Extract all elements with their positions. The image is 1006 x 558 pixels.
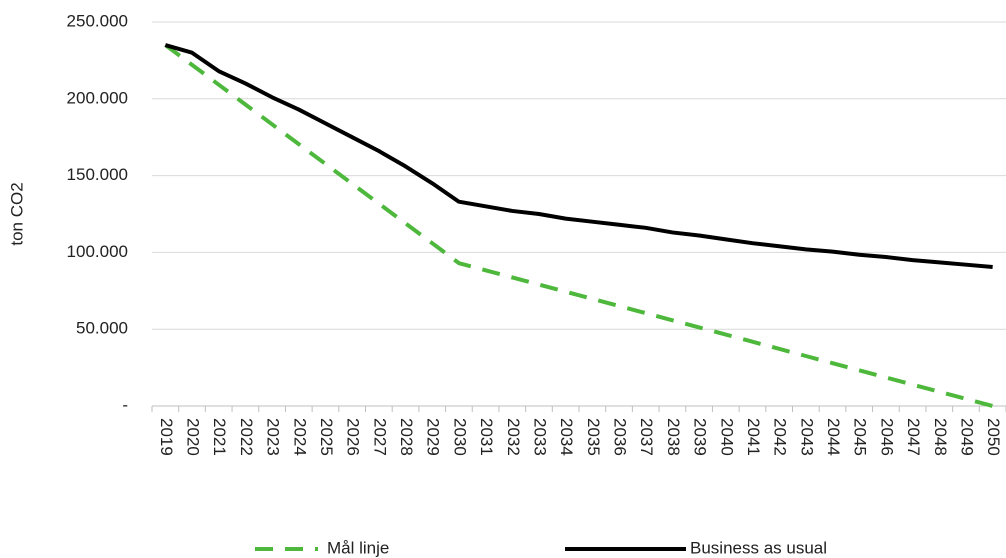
- x-tick-label: 2044: [824, 418, 843, 456]
- y-tick-label: 50.000: [76, 319, 128, 338]
- x-tick-label: 2022: [237, 418, 256, 456]
- x-tick-label: 2029: [424, 418, 443, 456]
- legend-label: Business as usual: [690, 538, 827, 557]
- x-tick-label: 2024: [290, 418, 309, 456]
- x-tick-label: 2031: [477, 418, 496, 456]
- x-tick-label: 2023: [264, 418, 283, 456]
- x-tick-label: 2042: [771, 418, 790, 456]
- x-tick-label: 2043: [797, 418, 816, 456]
- x-tick-label: 2020: [184, 418, 203, 456]
- y-axis-title: ton CO2: [7, 182, 26, 245]
- legend-label: Mål linje: [327, 538, 389, 557]
- x-tick-label: 2028: [397, 418, 416, 456]
- x-tick-label: 2021: [210, 418, 229, 456]
- y-tick-label: -: [122, 395, 128, 414]
- x-tick-label: 2050: [984, 418, 1003, 456]
- y-tick-label: 150.000: [67, 165, 128, 184]
- x-tick-label: 2041: [744, 418, 763, 456]
- x-tick-label: 2030: [450, 418, 469, 456]
- x-tick-label: 2046: [877, 418, 896, 456]
- x-tick-label: 2037: [637, 418, 656, 456]
- x-tick-label: 2032: [504, 418, 523, 456]
- x-tick-label: 2038: [664, 418, 683, 456]
- x-tick-label: 2045: [851, 418, 870, 456]
- x-tick-label: 2026: [344, 418, 363, 456]
- data-line: [164, 43, 994, 408]
- x-tick-label: 2034: [557, 418, 576, 456]
- y-tick-label: 250.000: [67, 11, 128, 30]
- x-tick-label: 2019: [157, 418, 176, 456]
- x-tick-label: 2033: [530, 418, 549, 456]
- data-line: [164, 43, 993, 269]
- x-tick-label: 2027: [370, 418, 389, 456]
- x-tick-label: 2048: [931, 418, 950, 456]
- x-tick-label: 2040: [717, 418, 736, 456]
- y-tick-label: 200.000: [67, 88, 128, 107]
- x-tick-label: 2025: [317, 418, 336, 456]
- x-tick-label: 2036: [611, 418, 630, 456]
- x-tick-label: 2047: [904, 418, 923, 456]
- x-tick-label: 2035: [584, 418, 603, 456]
- x-tick-label: 2049: [957, 418, 976, 456]
- y-tick-label: 100.000: [67, 242, 128, 261]
- x-tick-label: 2039: [691, 418, 710, 456]
